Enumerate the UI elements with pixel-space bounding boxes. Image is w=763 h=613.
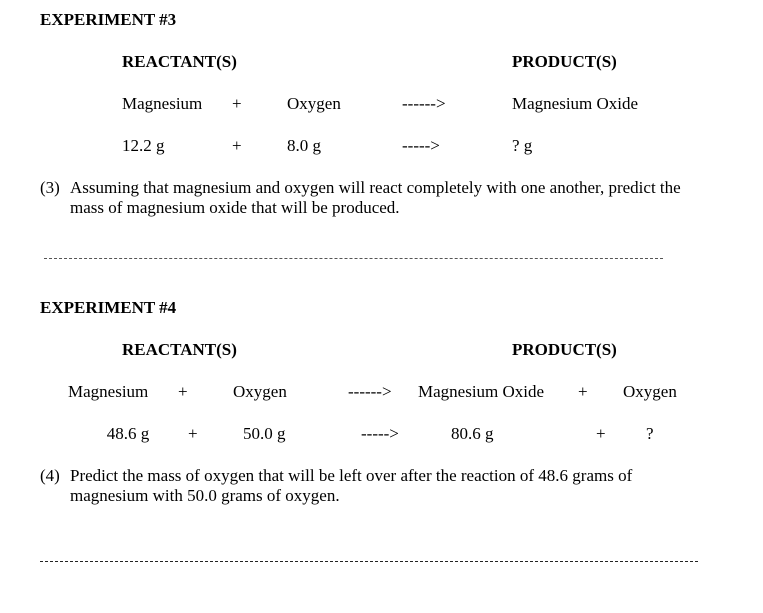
plus-symbol: + [232, 94, 287, 114]
exp3-mass-prod: ? g [512, 136, 712, 156]
exp4-mass-oxy: 50.0 g [243, 424, 361, 444]
exp3-mass-mag: 12.2 g [122, 136, 232, 156]
exp3-mass-oxy: 8.0 g [287, 136, 402, 156]
exp3-header-products: PRODUCT(S) [512, 52, 617, 72]
experiment4-title: EXPERIMENT #4 [40, 298, 723, 318]
page: EXPERIMENT #3 REACTANT(S) PRODUCT(S) Mag… [0, 0, 763, 573]
exp4-reactant-oxy: Oxygen [233, 382, 348, 402]
arrow-symbol: ------> [348, 382, 418, 402]
experiment3-title: EXPERIMENT #3 [40, 10, 723, 30]
plus-symbol: + [232, 136, 287, 156]
exp4-reaction-names: Magnesium + Oxygen ------> Magnesium Oxi… [68, 382, 723, 402]
question-3-text: Assuming that magnesium and oxygen will … [70, 178, 723, 218]
exp4-header-products: PRODUCT(S) [512, 340, 617, 360]
bottom-divider-line [40, 561, 698, 563]
exp3-reactant-oxy: Oxygen [287, 94, 402, 114]
exp4-reactant-mag: Magnesium [68, 382, 178, 402]
plus-symbol: + [578, 382, 623, 402]
question-3: (3) Assuming that magnesium and oxygen w… [40, 178, 723, 218]
arrow-symbol: -----> [361, 424, 451, 444]
exp4-mass-mgo: 80.6 g [451, 424, 596, 444]
exp4-table-header: REACTANT(S) PRODUCT(S) [122, 340, 723, 360]
exp3-product: Magnesium Oxide [512, 94, 712, 114]
question-4-text: Predict the mass of oxygen that will be … [70, 466, 723, 506]
divider-line [44, 258, 663, 260]
arrow-symbol: -----> [402, 136, 512, 156]
exp3-reaction-masses: 12.2 g + 8.0 g -----> ? g [122, 136, 723, 156]
exp3-reaction-names: Magnesium + Oxygen ------> Magnesium Oxi… [122, 94, 723, 114]
arrow-symbol: ------> [402, 94, 512, 114]
exp4-reaction-masses: 48.6 g + 50.0 g -----> 80.6 g + ? [68, 424, 723, 444]
exp4-mass-oxy2: ? [646, 424, 686, 444]
question-4-number: (4) [40, 466, 70, 506]
exp3-reactant-mag: Magnesium [122, 94, 232, 114]
plus-symbol: + [178, 382, 233, 402]
exp4-header-reactants: REACTANT(S) [122, 340, 512, 360]
plus-symbol: + [188, 424, 243, 444]
plus-symbol: + [596, 424, 646, 444]
exp3-table-header: REACTANT(S) PRODUCT(S) [122, 52, 723, 72]
question-3-number: (3) [40, 178, 70, 218]
exp4-product-oxy: Oxygen [623, 382, 703, 402]
exp4-mass-mag: 48.6 g [68, 424, 188, 444]
exp3-header-reactants: REACTANT(S) [122, 52, 512, 72]
question-4: (4) Predict the mass of oxygen that will… [40, 466, 723, 506]
exp4-product-mgo: Magnesium Oxide [418, 382, 578, 402]
